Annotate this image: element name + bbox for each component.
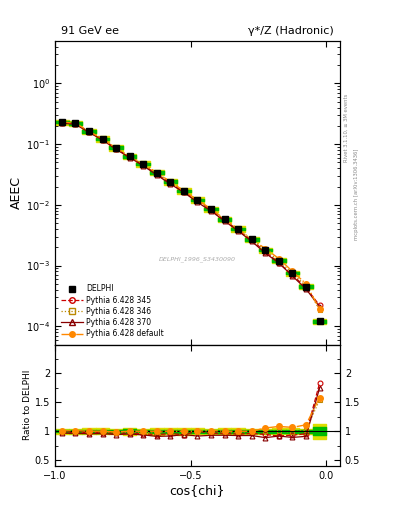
Legend: DELPHI, Pythia 6.428 345, Pythia 6.428 346, Pythia 6.428 370, Pythia 6.428 defau: DELPHI, Pythia 6.428 345, Pythia 6.428 3… <box>59 282 166 340</box>
Y-axis label: Ratio to DELPHI: Ratio to DELPHI <box>23 370 32 440</box>
X-axis label: cos{chi}: cos{chi} <box>170 483 225 497</box>
Y-axis label: AEEC: AEEC <box>10 176 23 209</box>
Text: 91 GeV ee: 91 GeV ee <box>61 27 119 36</box>
Text: DELPHI_1996_S3430090: DELPHI_1996_S3430090 <box>159 257 236 262</box>
Text: Rivet 3.1.10, ≥ 3M events: Rivet 3.1.10, ≥ 3M events <box>344 94 349 162</box>
Text: mcplots.cern.ch [arXiv:1306.3436]: mcplots.cern.ch [arXiv:1306.3436] <box>354 149 359 240</box>
Text: γ*/Z (Hadronic): γ*/Z (Hadronic) <box>248 27 334 36</box>
